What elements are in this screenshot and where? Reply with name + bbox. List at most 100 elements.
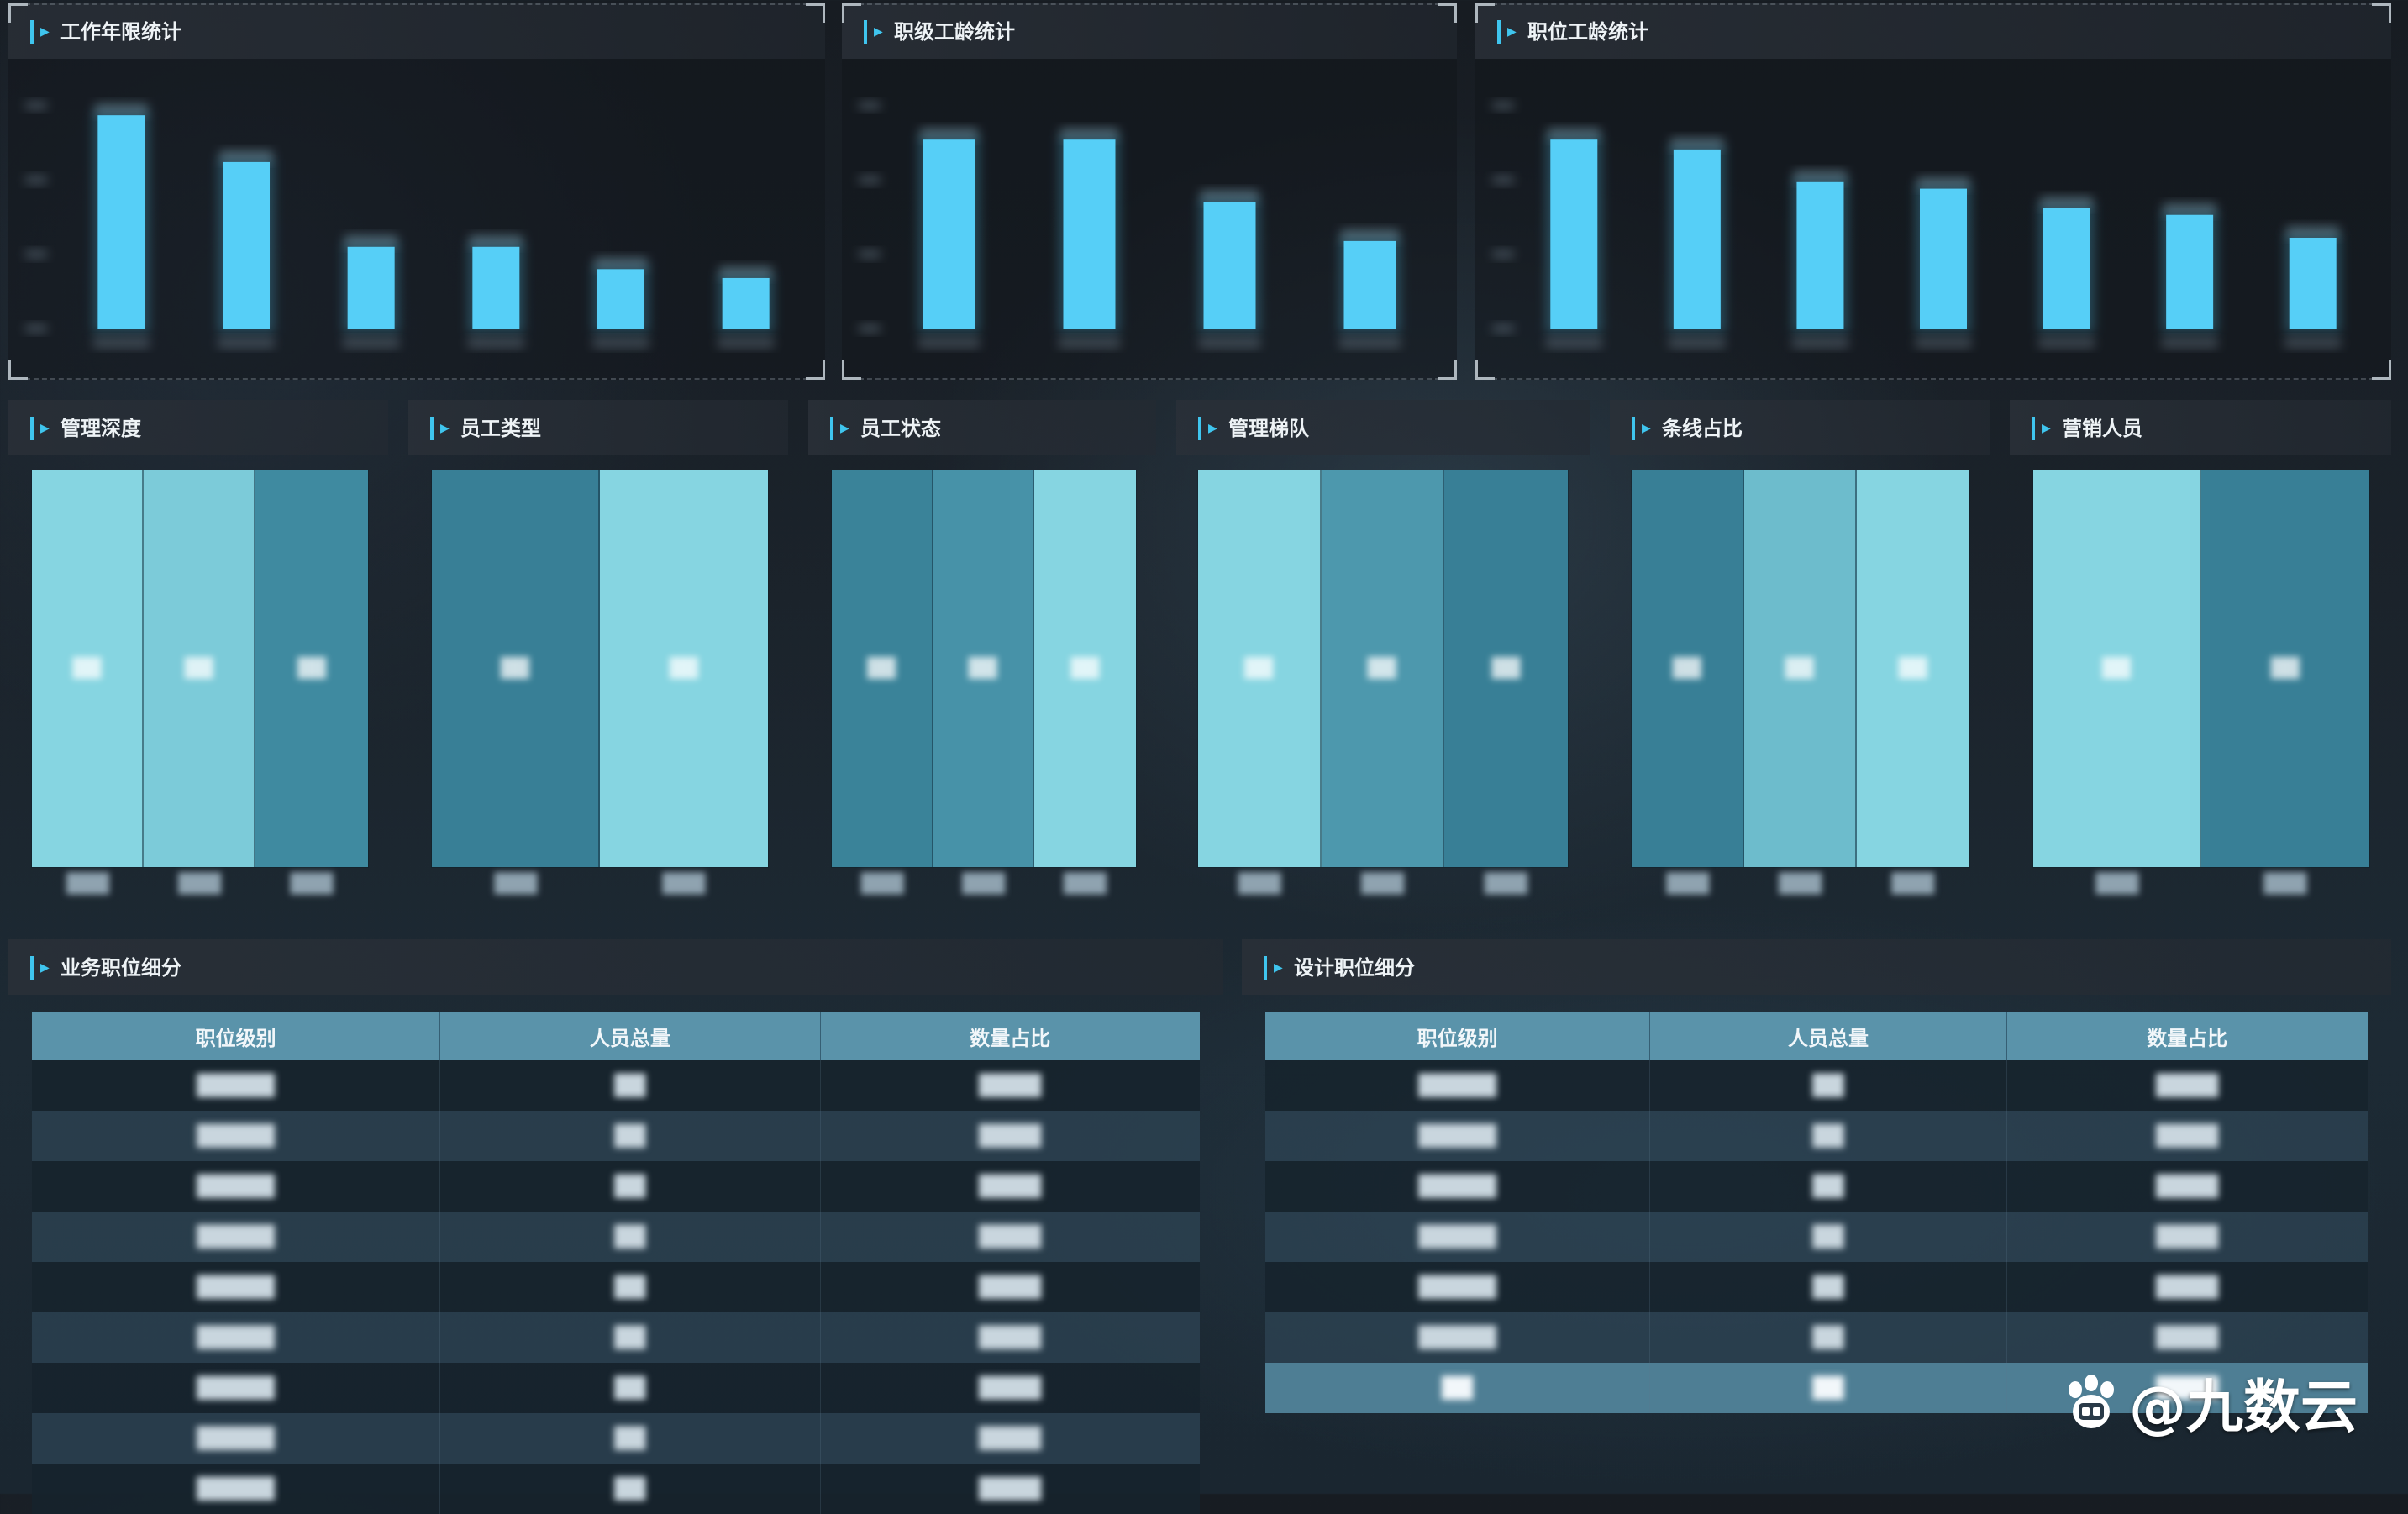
treemap-cell[interactable]: ██ [1856,470,1969,867]
header-accent-bar [1198,417,1201,440]
table-row[interactable]: █████ ██ ████ [1265,1161,2368,1212]
x-tick-label [467,338,525,348]
panel-border-bottom [1492,378,2374,380]
treemap-cell[interactable]: ██ [1444,470,1568,867]
arrow-icon: ▶ [840,422,849,435]
panel-position-age: ▶ 职位工龄统计 [1475,3,2391,380]
treemap-cell-value: ██ [1367,658,1396,680]
treemap-cell[interactable]: ██ [1632,470,1744,867]
treemap-cell[interactable]: ██ [32,470,145,867]
x-tick-label [2284,338,2342,348]
table-cell: █████ [32,1161,441,1212]
bar [2289,237,2337,329]
panel-title: 设计职位细分 [1294,956,1415,980]
table-row[interactable]: █████ ██ ████ [1265,1060,2368,1111]
table-row[interactable]: █████ ██ ████ [32,1413,1200,1464]
treemap-cell[interactable]: ██ [933,470,1035,867]
panel-header: ▶ 管理梯队 [1176,400,1590,455]
arrow-icon: ▶ [1507,25,1517,39]
panel-title: 员工类型 [460,417,541,440]
table-row[interactable]: █████ ██ ████ [32,1464,1200,1514]
table-cell: ████ [820,1464,1200,1514]
table-cell: ██ [439,1161,821,1212]
bar [97,115,145,329]
panel-border-top [1492,3,2374,5]
emp-status-treemap: ██ ██ ██ [832,470,1136,867]
header-accent-bar [830,417,833,440]
watermark: @九数云 [2062,1360,2358,1443]
treemap-cell[interactable]: ██ [600,470,768,867]
table-cell: █████ [1265,1312,1651,1363]
column-header[interactable]: 数量占比 [2006,1012,2368,1060]
treemap-cell-value: ██ [1491,658,1521,680]
panel-title: 营销人员 [2062,417,2142,440]
table-row[interactable]: █████ ██ ████ [32,1161,1200,1212]
treemap-legend-item: ███ [290,874,334,895]
panel-header: ▶ 职级工龄统计 [842,3,1457,59]
table-row[interactable]: █████ ██ ████ [32,1060,1200,1111]
treemap-cell[interactable]: ██ [832,470,933,867]
table-row[interactable]: █████ ██ ████ [32,1363,1200,1413]
column-header[interactable]: 职位级别 [1265,1012,1651,1060]
treemap-cell[interactable]: ██ [2201,470,2369,867]
corner-decoration [842,3,861,23]
bar [2166,214,2214,329]
table-cell: ████ [2006,1312,2368,1363]
panel-header: ▶ 条线占比 [1610,400,1990,455]
table-cell: ██ [1649,1060,2007,1111]
column-header[interactable]: 数量占比 [820,1012,1200,1060]
table-row[interactable]: █████ ██ ████ [32,1312,1200,1363]
panel-title: 员工状态 [860,417,941,440]
x-tick-label [218,338,275,348]
treemap-cell[interactable]: ██ [1321,470,1445,867]
panel-mgmt-depth: ▶ 管理深度 ██ ██ ██ ███ ███ ███ [8,400,388,895]
table-row[interactable]: █████ ██ ████ [32,1111,1200,1161]
y-tick-label [25,324,47,333]
arrow-icon: ▶ [2042,422,2051,435]
bar [1063,139,1116,329]
treemap-cell-value: ██ [2102,658,2131,680]
table-row[interactable]: █████ ██ ████ [1265,1312,2368,1363]
panel-biz-positions: ▶ 业务职位细分 职位级别 人员总量 数量占比 █████ ██ ████ █████… [8,939,1223,1514]
treemap-cell[interactable]: ██ [255,470,368,867]
arrow-icon: ▶ [40,961,50,975]
table-cell: █████ [32,1312,441,1363]
y-tick-label [859,324,881,333]
treemap-cell[interactable]: ██ [2033,470,2201,867]
table-header-row: 职位级别 人员总量 数量占比 [32,1012,1200,1060]
panel-line-ratio: ▶ 条线占比 ██ ██ ██ ███ ███ ███ [1610,400,1990,895]
panel-header: ▶ 员工状态 [808,400,1156,455]
table-cell: █████ [32,1413,441,1464]
rank-age-bar-chart [859,101,1401,348]
treemap-cell[interactable]: ██ [1034,470,1136,867]
table-cell: █████ [32,1363,441,1413]
panel-header: ▶ 员工类型 [408,400,788,455]
corner-decoration [2372,360,2391,380]
bar [1673,149,1721,329]
panel-title: 管理梯队 [1228,417,1309,440]
column-header[interactable]: 人员总量 [1649,1012,2007,1060]
table-row[interactable]: █████ ██ ████ [32,1262,1200,1312]
treemap-legend-item: ███ [1779,874,1822,895]
table-row[interactable]: █████ ██ ████ [1265,1111,2368,1161]
treemap-cell[interactable]: ██ [144,470,256,867]
bar [347,246,395,329]
table-row[interactable]: █████ ██ ████ [32,1212,1200,1262]
table-cell: █████ [1265,1212,1651,1262]
column-header[interactable]: 人员总量 [439,1012,821,1060]
treemap-legend-item: ███ [1891,874,1935,895]
arrow-icon: ▶ [874,25,883,39]
corner-decoration [1475,3,1495,23]
column-header[interactable]: 职位级别 [32,1012,441,1060]
treemap-cell-value: ██ [184,658,213,680]
treemap-cell[interactable]: ██ [432,470,600,867]
table-row[interactable]: █████ ██ ████ [1265,1262,2368,1312]
table-total-row[interactable]: ██ ██ ████ [1265,1363,2368,1413]
x-tick-label [1545,338,1603,348]
treemap-cell[interactable]: ██ [1198,470,1322,867]
x-tick-label [1338,338,1401,348]
treemap-cell[interactable]: ██ [1743,470,1857,867]
bar [1920,188,1967,329]
emp-type-treemap: ██ ██ [432,470,768,867]
table-row[interactable]: █████ ██ ████ [1265,1212,2368,1262]
